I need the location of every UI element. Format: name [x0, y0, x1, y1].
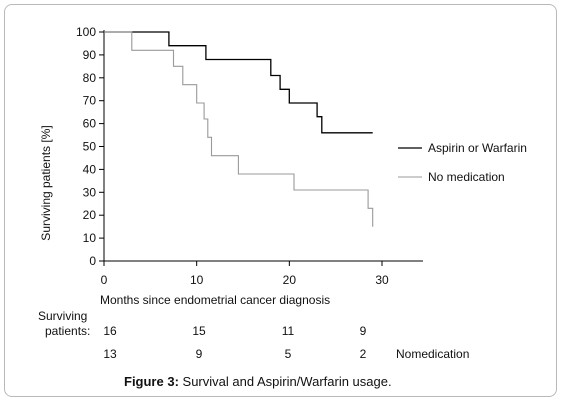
- risk-table: 16 15 11 9 13 9 5 2 Nomedication: [103, 324, 469, 361]
- series-group: [104, 31, 374, 227]
- caption-text: Survival and Aspirin/Warfarin usage.: [179, 374, 392, 389]
- x-tick-label: 30: [375, 273, 389, 287]
- y-tick-label: 100: [76, 25, 96, 39]
- caption-prefix: Figure 3:: [124, 374, 179, 389]
- y-tick-label: 30: [83, 185, 97, 199]
- y-tick-label: 70: [83, 94, 97, 108]
- y-tick-label: 60: [83, 117, 97, 131]
- risk-row-label: Nomedication: [396, 347, 469, 361]
- risk-count: 16: [103, 324, 117, 338]
- risk-count: 13: [103, 347, 117, 361]
- risk-label-line1: Surviving: [38, 309, 87, 323]
- axes: [103, 30, 423, 262]
- legend-label-1: Aspirin or Warfarin: [428, 141, 527, 155]
- x-axis-title: Months since endometrial cancer diagnosi…: [100, 293, 330, 307]
- risk-label-line2: patients:: [45, 324, 90, 338]
- x-tick-label: 0: [101, 273, 108, 287]
- ticks: 0 10 20 30 40 50 60 70 80 90 100 0 10 20 30: [76, 25, 389, 287]
- risk-count: 15: [192, 324, 206, 338]
- y-tick-label: 80: [83, 71, 97, 85]
- y-tick-label: 20: [83, 208, 97, 222]
- y-tick-label: 90: [83, 48, 97, 62]
- risk-count: 5: [285, 347, 292, 361]
- risk-count: 2: [360, 347, 367, 361]
- risk-count: 9: [196, 347, 203, 361]
- legend-label-2: No medication: [428, 170, 505, 184]
- figure-caption: Figure 3: Survival and Aspirin/Warfarin …: [124, 374, 392, 389]
- series-aspirin-or-warfarin-line: [104, 31, 373, 134]
- x-tick-label: 10: [190, 273, 204, 287]
- y-tick-label: 50: [83, 140, 97, 154]
- y-tick-label: 0: [89, 254, 96, 268]
- series-no-medication-line: [104, 31, 374, 227]
- legend: Aspirin or Warfarin No medication: [398, 141, 527, 184]
- y-tick-label: 40: [83, 162, 97, 176]
- risk-count: 11: [282, 324, 295, 338]
- x-tick-label: 20: [283, 273, 297, 287]
- risk-count: 9: [360, 324, 367, 338]
- y-tick-label: 10: [83, 231, 97, 245]
- y-axis-title: Surviving patients [%]: [39, 125, 53, 240]
- figure-frame: [4, 4, 557, 397]
